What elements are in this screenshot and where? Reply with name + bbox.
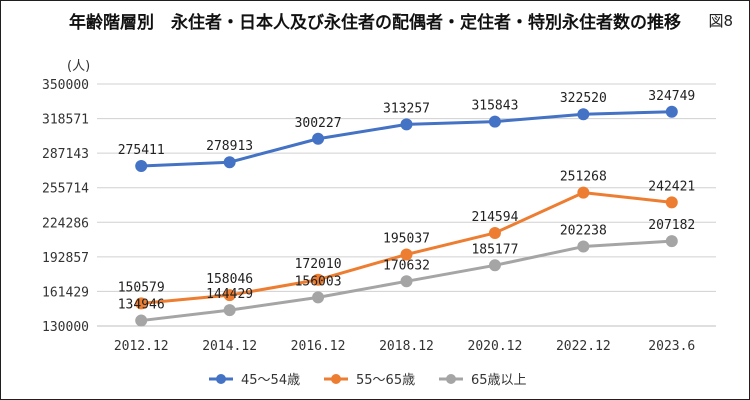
data-label: 158046 — [206, 272, 253, 287]
data-label: 170632 — [383, 258, 430, 273]
data-point — [577, 240, 590, 253]
legend-label: 65歳以上 — [471, 373, 527, 388]
y-tick-label: 130000 — [42, 320, 89, 335]
data-point — [400, 248, 413, 261]
data-point — [577, 186, 590, 199]
data-label: 315843 — [471, 99, 518, 114]
data-point — [577, 108, 590, 121]
legend-marker — [216, 374, 226, 384]
y-tick-label: 255714 — [42, 182, 89, 197]
data-point — [223, 304, 236, 317]
data-label: 150579 — [118, 280, 165, 295]
data-label: 251268 — [560, 170, 607, 185]
legend-marker — [331, 374, 341, 384]
data-point — [488, 226, 501, 239]
x-tick-label: 2014.12 — [202, 339, 257, 354]
data-label: 156003 — [295, 274, 342, 289]
data-label: 214594 — [471, 210, 518, 225]
legend-marker — [446, 374, 456, 384]
x-tick-label: 2018.12 — [379, 339, 434, 354]
data-point — [312, 273, 325, 286]
data-point — [135, 314, 148, 327]
data-point — [135, 160, 148, 173]
chart-title: 年齢階層別 永住者・日本人及び永住者の配偶者・定住者・特別永住者数の推移 — [69, 13, 681, 33]
y-tick-label: 287143 — [42, 147, 89, 162]
x-tick-label: 2016.12 — [291, 339, 346, 354]
data-point — [312, 291, 325, 304]
data-label: 144429 — [206, 287, 253, 302]
y-axis-unit-label: (人) — [67, 59, 91, 74]
data-point — [400, 275, 413, 288]
data-label: 278913 — [206, 139, 253, 154]
legend-label: 55～65歳 — [356, 373, 415, 388]
data-label: 172010 — [295, 257, 342, 272]
data-point — [400, 118, 413, 131]
data-point — [665, 196, 678, 209]
figure-number-label: 図8 — [708, 12, 733, 30]
x-tick-label: 2012.12 — [114, 339, 169, 354]
data-point — [488, 115, 501, 128]
x-tick-label: 2022.12 — [556, 339, 611, 354]
data-label: 300227 — [295, 116, 342, 131]
data-point — [312, 132, 325, 145]
data-label: 275411 — [118, 143, 165, 158]
data-point — [665, 105, 678, 118]
x-tick-label: 2023.6 — [648, 339, 695, 354]
data-point — [223, 289, 236, 302]
data-label: 313257 — [383, 101, 430, 116]
y-tick-label: 318571 — [42, 113, 89, 128]
data-label: 185177 — [471, 242, 518, 257]
y-tick-label: 192857 — [42, 251, 89, 266]
data-label: 322520 — [560, 91, 607, 106]
data-label: 324749 — [648, 89, 695, 104]
data-label: 207182 — [648, 218, 695, 233]
data-point — [665, 235, 678, 248]
data-point — [488, 259, 501, 272]
y-tick-label: 161429 — [42, 285, 89, 300]
data-label: 202238 — [560, 224, 607, 239]
x-tick-label: 2020.12 — [468, 339, 523, 354]
data-label: 242421 — [648, 179, 695, 194]
y-tick-label: 224286 — [42, 216, 89, 231]
legend-label: 45～54歳 — [241, 373, 300, 388]
data-point — [223, 156, 236, 169]
data-label: 134946 — [118, 298, 165, 313]
data-label: 195037 — [383, 231, 430, 246]
y-tick-label: 350000 — [42, 78, 89, 93]
data-point — [135, 297, 148, 310]
